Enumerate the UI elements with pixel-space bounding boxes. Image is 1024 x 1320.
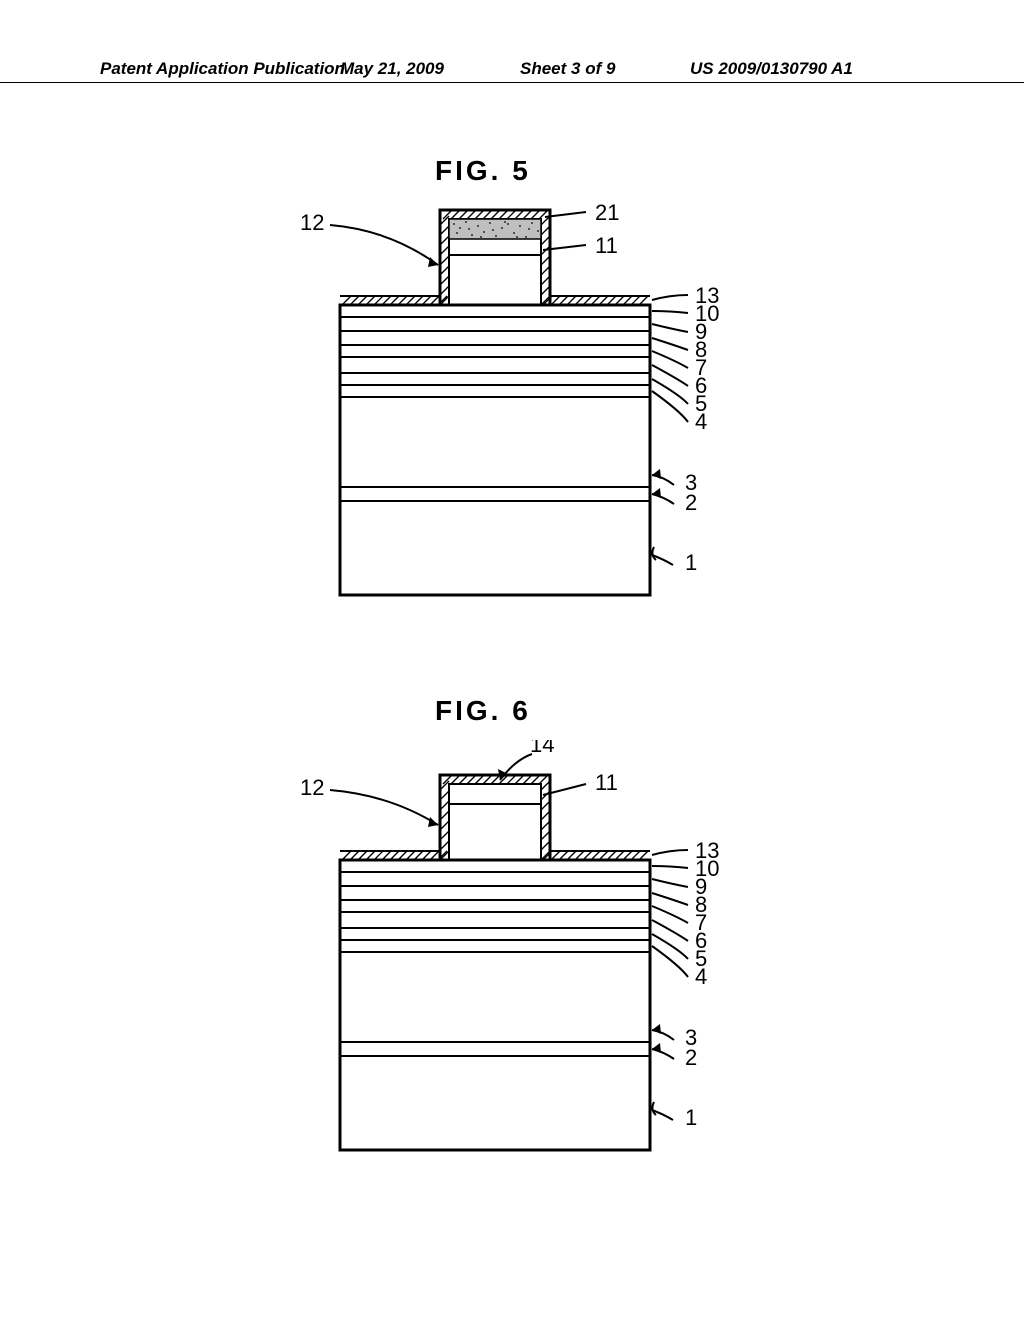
header-id: US 2009/0130790 A1 bbox=[690, 59, 853, 79]
label-21: 21 bbox=[595, 200, 619, 225]
header-sheet: Sheet 3 of 9 bbox=[520, 59, 615, 79]
page-header: Patent Application Publication May 21, 2… bbox=[0, 82, 1024, 106]
fig5-diagram: 12 21 11 13 10 9 8 7 6 5 4 3 2 1 bbox=[260, 195, 820, 615]
label-2: 2 bbox=[685, 490, 697, 515]
fig5-title: FIG. 5 bbox=[435, 155, 531, 187]
label-4: 4 bbox=[695, 964, 707, 989]
label-12: 12 bbox=[300, 775, 324, 800]
label-1: 1 bbox=[685, 1105, 697, 1130]
label-2: 2 bbox=[685, 1045, 697, 1070]
header-publication: Patent Application Publication bbox=[100, 59, 345, 79]
label-4: 4 bbox=[695, 409, 707, 434]
label-12: 12 bbox=[300, 210, 324, 235]
label-1: 1 bbox=[685, 550, 697, 575]
fig6-diagram: 14 12 11 13 10 9 8 7 6 5 4 3 2 1 bbox=[260, 740, 820, 1170]
fig6-title: FIG. 6 bbox=[435, 695, 531, 727]
label-14: 14 bbox=[530, 740, 554, 757]
patent-page: Patent Application Publication May 21, 2… bbox=[0, 0, 1024, 1320]
label-11: 11 bbox=[595, 233, 618, 258]
label-11: 11 bbox=[595, 770, 618, 795]
header-date: May 21, 2009 bbox=[340, 59, 444, 79]
